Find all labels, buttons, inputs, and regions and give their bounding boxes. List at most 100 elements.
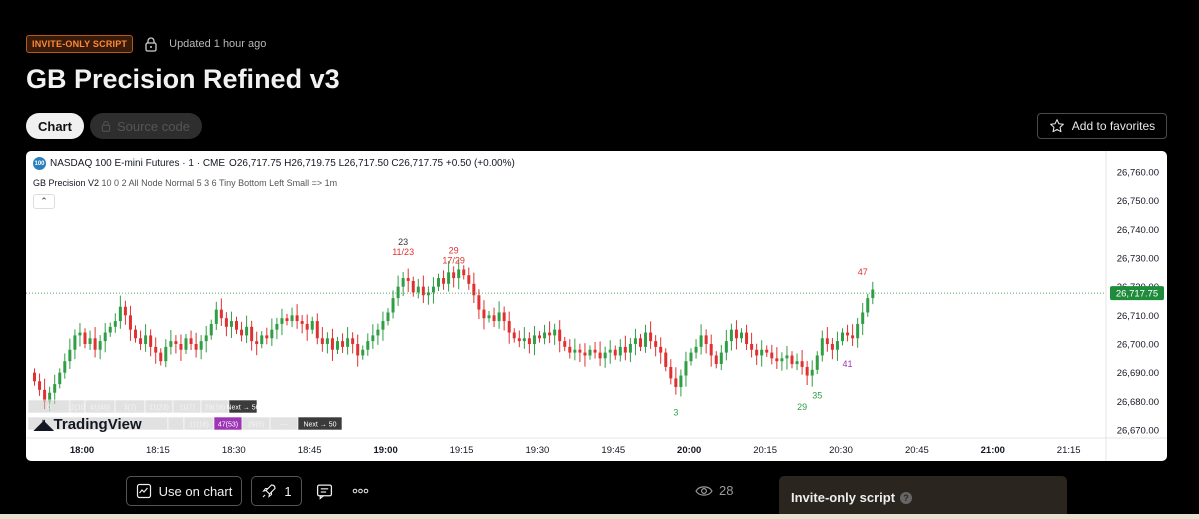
candle [800,350,804,375]
candle [431,277,435,304]
candle [745,324,749,351]
candle [53,374,57,404]
x-tick-label: 18:30 [222,445,246,456]
x-tick-label: 19:30 [526,445,550,456]
candle [593,341,597,359]
candle [462,265,466,280]
pivot-label: 17/29 [442,256,465,266]
collapse-legend-button[interactable]: ⌃ [33,194,55,209]
candle [568,339,572,359]
candle [835,331,839,361]
page-bottom-strip [0,514,1199,519]
x-tick-label: 21:00 [981,445,1005,456]
tab-source-code[interactable]: Source code [89,113,202,139]
chart-panel[interactable]: 26,760.00 26,750.00 26,740.00 26,730.00 26,7… [26,151,1167,461]
candle [144,324,148,352]
candle [118,295,122,329]
candle [33,368,36,386]
candle [250,320,254,351]
candle [644,324,648,353]
lock-icon [145,37,157,52]
chart-add-icon [136,483,151,499]
candle [235,316,238,334]
candle [846,324,850,342]
candle [684,351,688,387]
candle [770,344,774,365]
tab-chart[interactable]: Chart [26,113,84,139]
x-tick-label: 18:45 [298,445,322,456]
symbol-name[interactable]: NASDAQ 100 E-mini Futures · 1 · CME [50,158,226,169]
candle [765,345,769,357]
comments-button[interactable] [316,483,333,500]
rocket-icon [262,484,276,498]
candle [391,290,395,319]
candle [810,360,814,387]
candle [679,369,683,397]
view-count: 28 [695,483,733,498]
candle [654,335,658,357]
candle [366,333,370,356]
eye-icon [695,485,713,496]
candle [724,329,728,361]
candle [214,301,218,330]
candle [381,311,385,341]
svg-text:29(16): 29(16) [205,405,225,412]
candle [63,353,67,379]
candle [149,329,153,357]
candle [532,325,536,356]
candle [482,300,486,330]
help-icon[interactable]: ? [900,492,913,504]
candle [371,324,375,349]
candle [179,334,183,361]
pivot-label: 29 [797,402,807,412]
candle [522,327,526,349]
pivot-label: 3 [673,408,678,418]
svg-text:11(7): 11(7) [179,405,195,412]
candle [785,346,789,370]
candle [93,327,97,358]
pivot-label: 23 [398,237,408,247]
candle [790,351,794,369]
tradingview-logo[interactable]: ◢◣ TradingView [34,416,142,433]
candle [866,293,870,317]
candle [325,332,329,354]
x-tick-label: 20:00 [677,445,701,456]
candle [750,332,754,358]
candle [699,324,703,355]
x-tick-label: 18:00 [70,445,94,456]
candle [123,300,127,325]
candle [618,339,622,362]
boost-count: 1 [284,483,292,499]
candle [295,304,299,329]
svg-text:0: 0 [47,405,51,412]
price-chart[interactable]: 26,760.00 26,750.00 26,740.00 26,730.00 26,7… [26,151,1167,461]
candle [68,338,72,369]
add-to-favorites-button[interactable]: Add to favorites [1037,113,1167,139]
candle [224,312,228,337]
page-title: GB Precision Refined v3 [26,64,340,94]
y-tick-label: 26,670.00 [1117,426,1159,437]
candle [58,368,62,389]
candle [674,367,678,395]
candle [623,335,627,361]
symbol-legend: 100 NASDAQ 100 E-mini Futures · 1 · CME … [33,157,515,170]
candle [502,306,506,331]
candle [169,329,173,355]
tradingview-wordmark: TradingView [53,416,142,433]
boost-button[interactable]: 1 [251,476,302,506]
candle [164,339,168,368]
svg-text:47(53): 47(53) [218,422,238,429]
candle [538,331,541,343]
candle [669,359,673,385]
more-options-button[interactable] [352,484,369,498]
ohlc-values: O26,717.75 H26,719.75 L26,717.50 C26,717… [229,158,515,169]
candle [664,348,668,372]
candle [734,320,738,350]
candle [330,328,334,361]
pivot-label: 29 [449,246,459,256]
candle [775,347,779,369]
use-on-chart-button[interactable]: Use on chart [126,476,242,506]
candle [396,275,400,306]
candle [588,345,592,360]
indicator-name[interactable]: GB Precision V2 [33,178,100,188]
